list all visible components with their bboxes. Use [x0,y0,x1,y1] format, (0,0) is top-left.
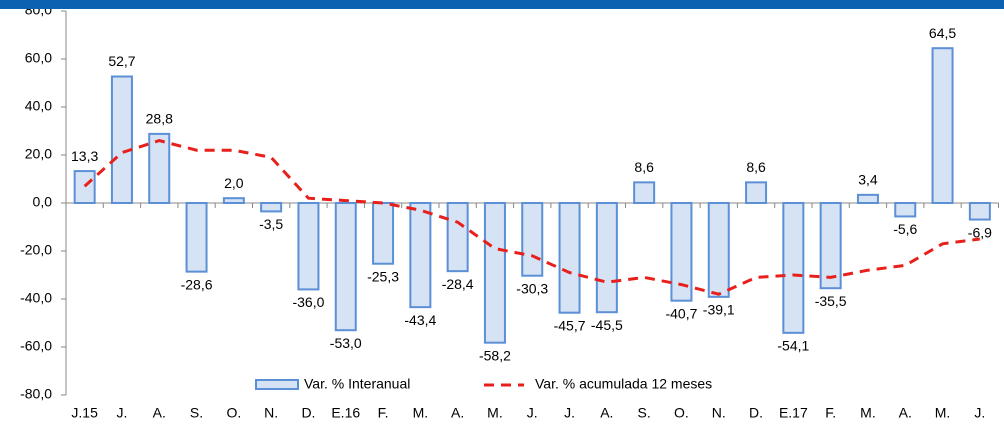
value-label: 13,3 [71,148,98,164]
x-tick-label: E.16 [331,405,360,421]
bar [297,202,320,291]
x-tick-label: S. [638,405,651,421]
value-label: -36,0 [292,294,324,310]
bar [483,202,506,344]
value-label: 3,4 [858,172,878,188]
x-tick-label: F. [378,405,389,421]
x-tick-label: J. [564,405,575,421]
x-tick-label: O. [674,405,689,421]
bar [446,202,469,273]
x-tick-label: S. [190,405,203,421]
header-band [0,0,1004,9]
y-tick-label: -40,0 [20,290,52,306]
x-tick-label: D. [301,405,315,421]
line [83,139,981,296]
value-label: -43,4 [404,312,436,328]
x-tick-label: A. [451,405,464,421]
bar [558,202,581,314]
bar [185,202,208,273]
x-tick-label: J. [974,405,985,421]
value-label: -5,6 [893,221,917,237]
value-label: -58,2 [479,347,511,363]
bar [670,202,693,302]
value-label: -39,1 [703,302,735,318]
bar [931,47,954,205]
bar [894,202,917,218]
bar [148,132,171,205]
legend-label: Var. % Interanual [304,376,410,392]
y-tick-label: -60,0 [20,338,52,354]
x-tick-label: O. [226,405,241,421]
bar [819,202,842,290]
value-label: -28,4 [442,276,474,292]
value-label: 2,0 [224,175,244,191]
x-tick-label: N. [264,405,278,421]
legend-swatch [255,379,299,390]
value-label: -45,5 [591,317,623,333]
x-tick-label: M. [413,405,429,421]
x-tick-label: M. [935,405,951,421]
x-tick-label: J. [527,405,538,421]
x-tick-label: J. [117,405,128,421]
bar [73,170,96,205]
bar [633,181,656,204]
bar [521,202,544,277]
x-tick-label: N. [712,405,726,421]
value-label: -40,7 [665,305,697,321]
bar [372,202,395,265]
x-tick-label: M. [860,405,876,421]
bar [260,202,283,213]
value-label: -3,5 [259,216,283,232]
value-label: -53,0 [330,335,362,351]
value-label: 28,8 [146,111,173,127]
y-tick-label: -20,0 [20,242,52,258]
y-tick-label: 0,0 [33,194,53,210]
value-label: 8,6 [634,159,654,175]
bar [856,193,879,204]
bar [595,202,618,314]
bar [409,202,432,309]
x-tick-label: M. [487,405,503,421]
y-tick-label: 60,0 [25,50,52,66]
value-label: -30,3 [516,280,548,296]
x-tick-label: A. [600,405,613,421]
value-label: -35,5 [815,293,847,309]
x-tick-label: J.15 [71,405,98,421]
bar [782,202,805,334]
x-tick-label: E.17 [779,405,808,421]
value-label: -45,7 [554,317,586,333]
x-tick-label: F. [825,405,836,421]
bar [110,75,133,204]
value-label: -25,3 [367,268,399,284]
y-tick-label: 20,0 [25,146,52,162]
value-label: 8,6 [746,159,766,175]
value-label: -28,6 [181,276,213,292]
x-tick-label: A. [899,405,912,421]
value-label: -6,9 [968,224,992,240]
value-label: 64,5 [929,25,956,41]
value-label: -54,1 [777,338,809,354]
bar [745,181,768,204]
bar [968,202,991,221]
value-label: 52,7 [108,53,135,69]
y-tick-label: 40,0 [25,98,52,114]
y-tick-label: -80,0 [20,386,52,402]
bar [707,202,730,298]
x-tick-label: A. [153,405,166,421]
bar [334,202,357,332]
bar [222,197,245,204]
legend-label: Var. % acumulada 12 meses [535,376,712,392]
x-tick-label: D. [749,405,763,421]
